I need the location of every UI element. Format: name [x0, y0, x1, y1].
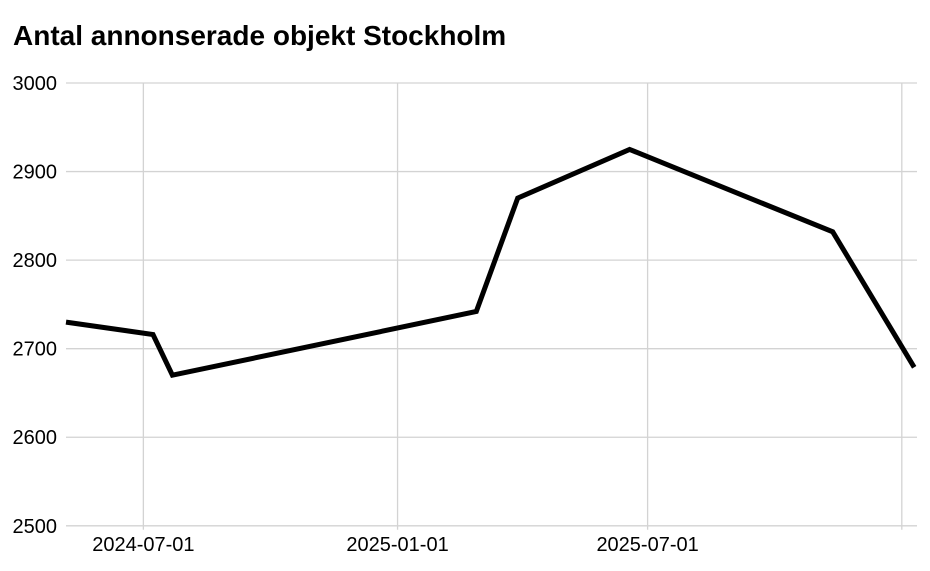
x-tick-label: 2025-01-01 [346, 534, 448, 556]
y-tick-label: 2600 [13, 427, 58, 449]
y-tick-label: 2800 [13, 250, 58, 272]
x-tick-label: 2024-07-01 [92, 534, 194, 556]
vertical-gridlines [142, 83, 903, 530]
y-tick-label: 3000 [13, 73, 58, 95]
horizontal-gridlines [66, 82, 917, 527]
y-tick-label: 2700 [13, 339, 58, 361]
data-series [65, 146, 917, 379]
data-line-series [65, 146, 917, 379]
y-tick-label: 2500 [13, 516, 58, 538]
y-tick-label: 2900 [13, 162, 58, 184]
y-axis-tick-labels: 3000 2900 2800 2700 2600 2500 [13, 73, 58, 538]
chart-title: Antal annonserade objekt Stockholm [13, 20, 507, 51]
x-axis-tick-labels: 2024-07-01 2025-01-01 2025-07-01 [92, 534, 699, 556]
x-tick-label: 2025-07-01 [596, 534, 698, 556]
